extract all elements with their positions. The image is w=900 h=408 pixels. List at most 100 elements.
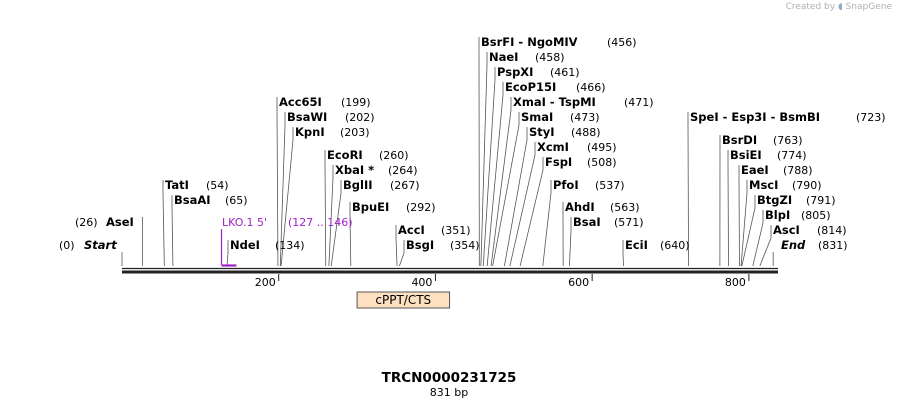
cut-site-line [395, 225, 398, 267]
site-name: BlpI [765, 208, 790, 222]
cut-site-line [280, 127, 294, 267]
site-name: XmaI - TspMI [513, 95, 596, 109]
site-EaeI[interactable]: EaeI (788) [741, 163, 813, 177]
site-EcoRI[interactable]: EcoRI (260) [327, 148, 409, 162]
site-name: SmaI [521, 110, 553, 124]
site-name: AhdI [565, 200, 595, 214]
credit-text: Created by [785, 2, 836, 12]
site-position: (354) [450, 239, 480, 252]
site-BsaI[interactable]: BsaI (571) [573, 215, 644, 229]
site-BsaAI[interactable]: BsaAI (65) [174, 193, 248, 207]
cut-site-line [330, 180, 342, 267]
site-KpnI[interactable]: KpnI (203) [295, 125, 370, 139]
site-XcmI[interactable]: XcmI (495) [537, 140, 617, 154]
site-AseI[interactable]: (26) AseI [75, 215, 134, 229]
site-XbaI[interactable]: XbaI * (264) [335, 163, 418, 177]
site-position: (461) [550, 66, 580, 79]
site-EciI[interactable]: EciI (640) [625, 238, 690, 252]
site-name: BsaI [573, 215, 601, 229]
cut-site-line [349, 202, 352, 267]
cut-site-line [399, 240, 405, 267]
site-BpuEI[interactable]: BpuEI (292) [352, 200, 436, 214]
cut-site-line [740, 180, 748, 267]
cut-site-line [276, 97, 279, 267]
start-label: (0) Start [59, 238, 117, 252]
site-position: (267) [390, 179, 420, 192]
start-position: (0) [59, 239, 75, 252]
site-name: XbaI * [335, 163, 374, 177]
site-position: (26) [75, 216, 98, 229]
site-BsiEI[interactable]: BsiEI (774) [730, 148, 807, 162]
site-position: (264) [388, 164, 418, 177]
site-position: (199) [341, 96, 371, 109]
site-position: (134) [275, 239, 305, 252]
site-NaeI[interactable]: NaeI (458) [489, 50, 565, 64]
site-PfoI[interactable]: PfoI (537) [553, 178, 625, 192]
site-position: (723) [856, 111, 886, 124]
site-position: (471) [624, 96, 654, 109]
end-name: End [781, 238, 806, 252]
cut-site-line [727, 150, 729, 267]
site-SpeI-Esp3I-BsmBI[interactable]: SpeI - Esp3I - BsmBI (723) [690, 110, 886, 124]
site-EcoP15I[interactable]: EcoP15I (466) [505, 80, 606, 94]
credit-brand: SnapGene [845, 2, 892, 12]
feature-cppt-cts[interactable]: cPPT/CTS [356, 291, 451, 309]
site-MscI[interactable]: MscI (790) [749, 178, 822, 192]
site-FspI[interactable]: FspI (508) [545, 155, 617, 169]
site-position: (563) [610, 201, 640, 214]
credit: Created by ◖ SnapGene [786, 2, 892, 12]
site-name: XcmI [537, 140, 569, 154]
cut-site-line [569, 217, 572, 267]
cut-site-line [162, 180, 165, 267]
site-NdeI[interactable]: NdeI (134) [230, 238, 305, 252]
site-position: (763) [773, 134, 803, 147]
site-position: (814) [817, 224, 847, 237]
cut-site-line [519, 157, 544, 267]
sequence-length: 831 bp [430, 386, 468, 399]
site-SmaI[interactable]: SmaI (473) [521, 110, 600, 124]
site-position: (774) [777, 149, 807, 162]
cut-site-line [279, 112, 286, 267]
site-position: (466) [576, 81, 606, 94]
site-AccI[interactable]: AccI (351) [398, 223, 471, 237]
primer-lko1-5[interactable]: LKO.1 5' (127 .. 146) [220, 216, 353, 267]
site-position: (54) [206, 179, 229, 192]
snapgene-logo-icon: ◖ [837, 2, 843, 12]
site-BsgI[interactable]: BsgI (354) [406, 238, 480, 252]
site-name: BsgI [406, 238, 434, 252]
site-name: BsrDI [722, 133, 757, 147]
site-BlpI[interactable]: BlpI (805) [765, 208, 831, 222]
site-BsrDI[interactable]: BsrDI (763) [722, 133, 803, 147]
primer-range: (127 .. 146) [288, 216, 353, 229]
site-position: (351) [441, 224, 471, 237]
site-position: (65) [225, 194, 248, 207]
cut-site-line [759, 225, 772, 267]
site-position: (537) [595, 179, 625, 192]
site-position: (488) [571, 126, 601, 139]
site-name: MscI [749, 178, 778, 192]
site-position: (571) [614, 216, 644, 229]
site-name: NdeI [230, 238, 260, 252]
site-name: PfoI [553, 178, 579, 192]
site-XmaI-TspMI[interactable]: XmaI - TspMI (471) [513, 95, 654, 109]
cut-site-line [509, 142, 536, 267]
site-position: (203) [340, 126, 370, 139]
site-AhdI[interactable]: AhdI (563) [565, 200, 640, 214]
site-PspXI[interactable]: PspXI (461) [497, 65, 580, 79]
site-StyI[interactable]: StyI (488) [529, 125, 601, 139]
site-position: (805) [801, 209, 831, 222]
site-name: EciI [625, 238, 648, 252]
cut-site-line [226, 240, 229, 267]
site-BglII[interactable]: BglII (267) [343, 178, 420, 192]
site-BsrFI-NgoMIV[interactable]: BsrFI - NgoMIV (456) [481, 35, 637, 49]
site-AscI[interactable]: AscI (814) [773, 223, 847, 237]
site-Acc65I[interactable]: Acc65I (199) [279, 95, 371, 109]
site-BsaWI[interactable]: BsaWI (202) [287, 110, 375, 124]
site-name: EaeI [741, 163, 769, 177]
cut-site-line [504, 127, 528, 267]
site-position: (495) [587, 141, 617, 154]
axis-tick-label: 600 [568, 276, 589, 289]
end-position: (831) [818, 239, 848, 252]
site-BtgZI[interactable]: BtgZI (791) [757, 193, 836, 207]
site-TatI[interactable]: TatI (54) [165, 178, 229, 192]
